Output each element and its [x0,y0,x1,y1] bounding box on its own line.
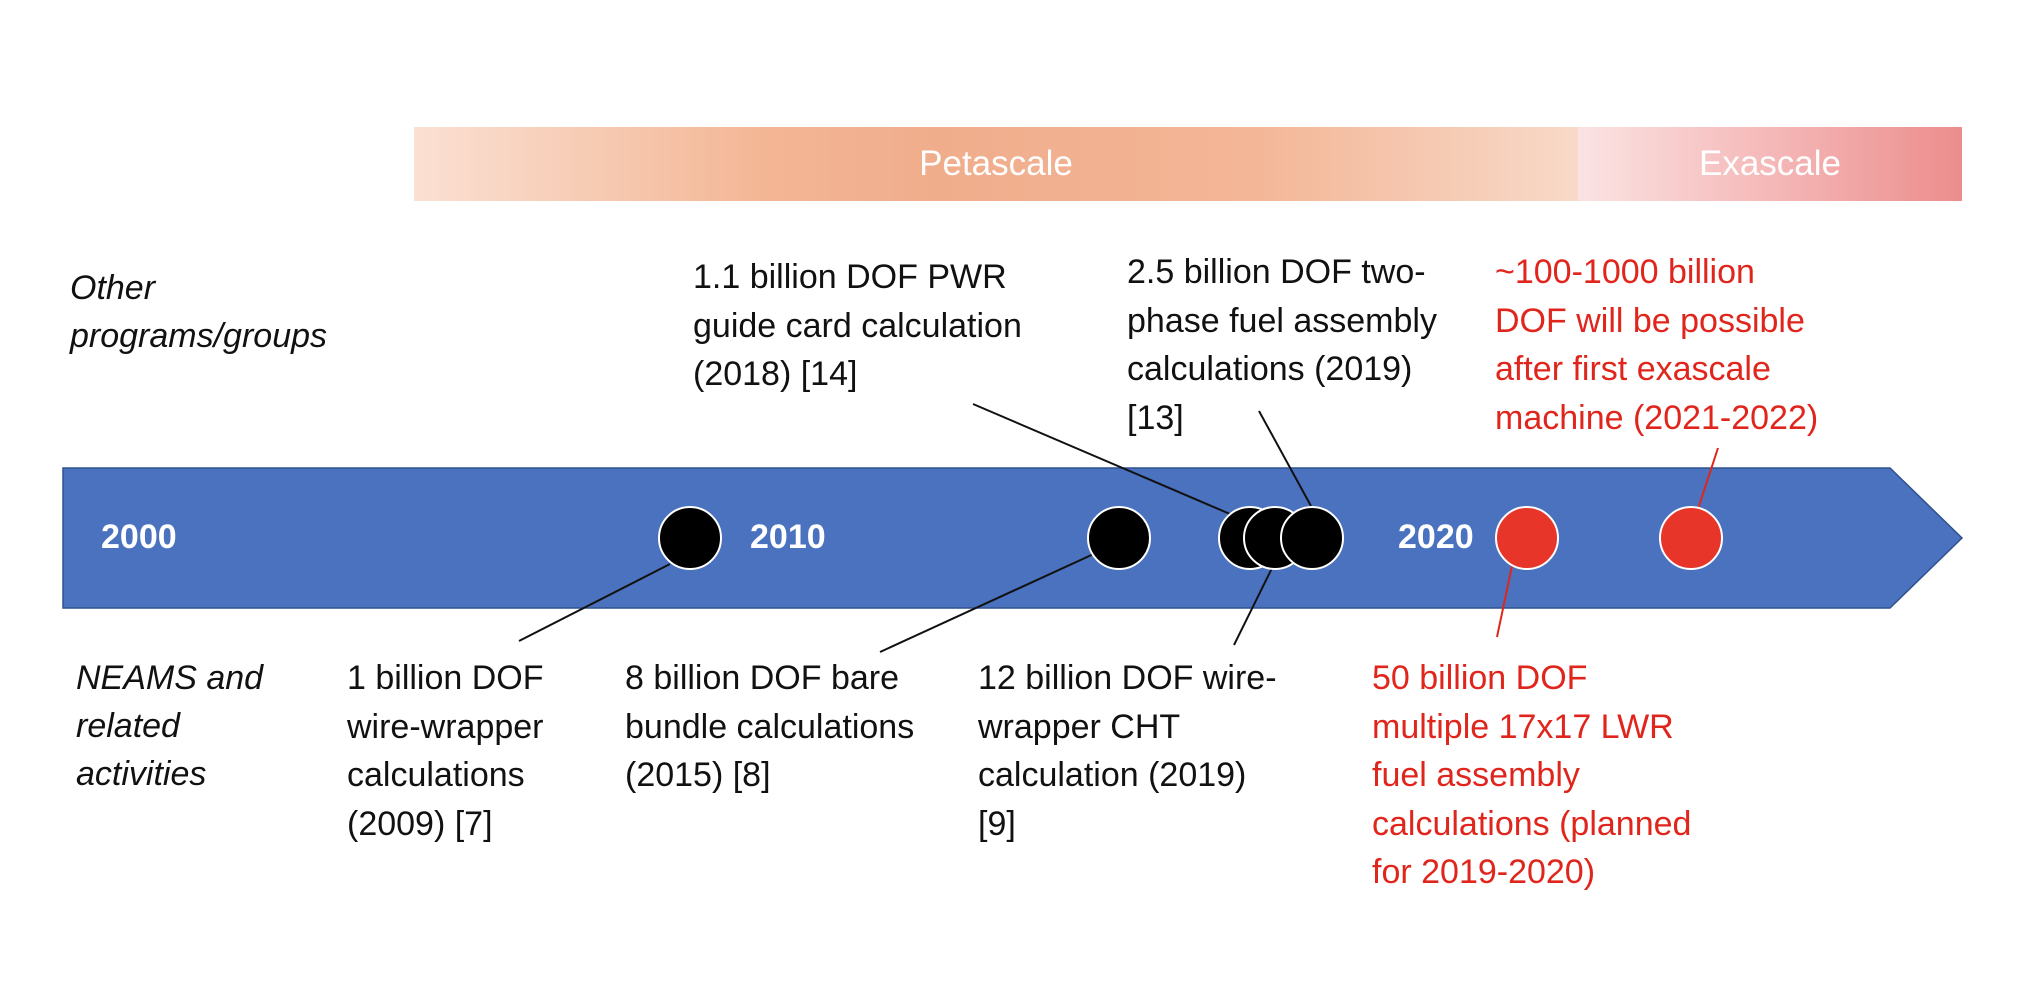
exascale-label: Exascale [1698,144,1842,183]
annotation-planned-2019-2020: 50 billion DOF multiple 17x17 LWR fuel a… [1372,659,1692,891]
timeline-arrow [62,467,1964,609]
year-2020: 2020 [1398,518,1474,556]
petascale-label: Petascale [919,144,1073,183]
year-2000: 2000 [101,518,177,556]
annotation-wire-wrapper-2009: 1 billion DOF wire-wrapper calculations … [347,659,544,843]
connector-planned-2019-2020 [1496,565,1513,638]
marker-2019-two-phase [1280,506,1344,570]
connector-exascale-future [1696,447,1719,513]
marker-exascale-future [1659,506,1723,570]
connector-pwr-2018 [972,403,1231,515]
exascale-era-band: Exascale [1578,127,1962,201]
marker-2015 [1087,506,1151,570]
petascale-era-band: Petascale [414,127,1578,201]
annotation-exascale-future: ~100-1000 billion DOF will be possible a… [1495,253,1819,437]
annotation-cht-2019: 12 billion DOF wire- wrapper CHT calcula… [978,659,1277,843]
annotation-pwr-2018: 1.1 billion DOF PWR guide card calculati… [693,258,1022,393]
connector-two-phase-2019 [1258,410,1312,507]
annotation-bare-bundle-2015: 8 billion DOF bare bundle calculations (… [625,659,915,794]
neams-label: NEAMS and related activities [76,659,264,793]
connector-cht-2019 [1233,563,1275,646]
other-programs-label: Other programs/groups [70,269,328,355]
year-2010: 2010 [750,518,826,556]
connector-bare-bundle-2015 [879,551,1099,653]
annotation-two-phase-2019: 2.5 billion DOF two- phase fuel assembly… [1127,253,1437,437]
connector-wire-wrapper-2009 [518,563,671,642]
marker-2009 [658,506,722,570]
marker-planned-2019-2020 [1495,506,1559,570]
